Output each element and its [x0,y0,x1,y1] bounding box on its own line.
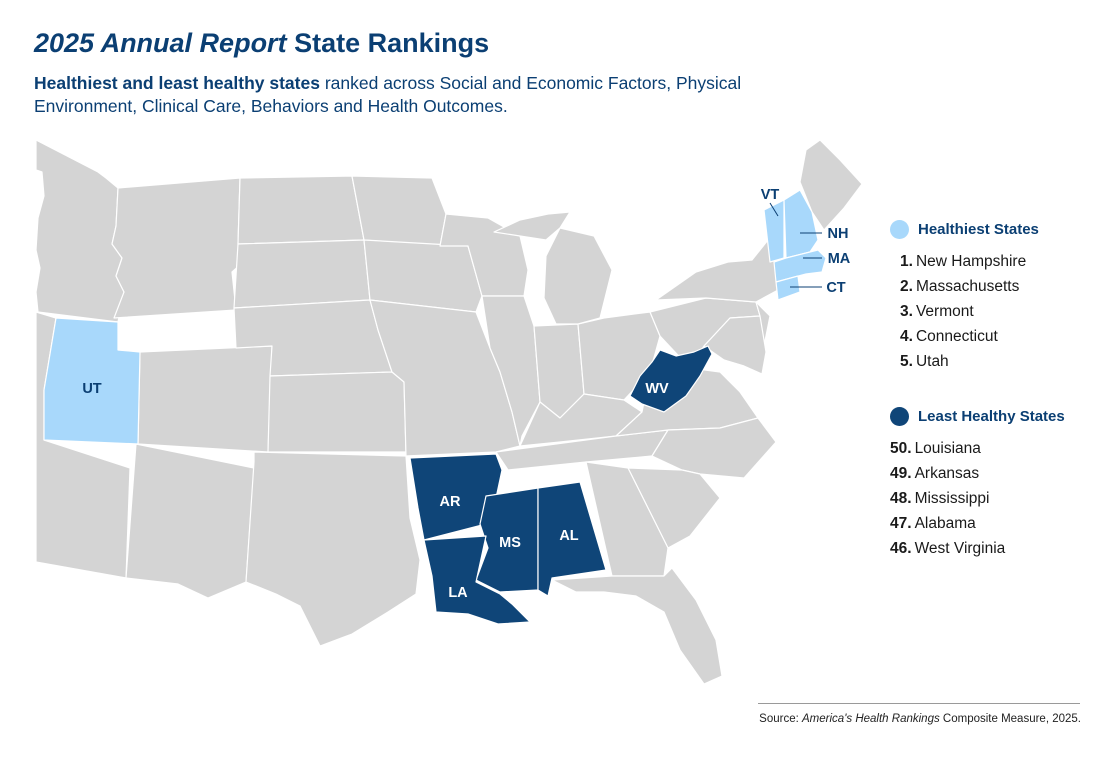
rank-number: 50. [890,440,912,457]
healthiest-list: 1. New Hampshire 2. Massachusetts 3. Vermon… [900,249,1039,374]
subtitle: Healthiest and least healthy states rank… [34,72,754,118]
state-shape [267,371,407,453]
source-divider [758,703,1080,704]
title-rest: State Rankings [294,28,490,58]
state-shape [703,315,767,375]
state-name: Utah [915,353,949,370]
legend-healthiest-heading: Healthiest States [890,220,1039,239]
legend-least-title: Least Healthy States [918,408,1065,425]
state-shape-vermont [763,199,785,263]
legend-healthiest-title: Healthiest States [918,221,1039,238]
label-ct: CT [826,280,845,296]
state-labels: VT NH MA CT UT WV AR MS AL LA [82,187,850,601]
label-ms: MS [499,535,521,551]
state-name: Mississippi [914,490,990,507]
least-healthy-swatch [890,407,909,426]
state-shape [481,295,541,447]
label-al: AL [559,528,578,544]
state-name: Massachusetts [915,278,1020,295]
source-note: Source: America's Health Rankings Compos… [759,713,1081,725]
list-item: 4. Connecticut [900,324,1039,349]
state-name: West Virginia [914,540,1006,557]
list-item: 46. West Virginia [890,536,1065,561]
list-item: 50. Louisiana [890,436,1065,461]
state-shape-connecticut [775,275,801,301]
page-title: 2025 Annual Report State Rankings [34,28,489,59]
source-prefix: Source: [759,713,799,725]
state-shape-west-virginia [629,345,713,413]
rank-number: 4. [900,328,913,345]
legend-least-heading: Least Healthy States [890,407,1065,426]
state-shape [543,227,613,325]
state-shape-alabama [537,481,607,597]
rank-number: 5. [900,353,913,370]
list-item: 49. Arkansas [890,461,1065,486]
state-shape [137,345,273,453]
state-name: Connecticut [915,328,998,345]
state-name: Louisiana [914,440,981,457]
state-name: New Hampshire [915,253,1027,270]
list-item: 48. Mississippi [890,486,1065,511]
state-shape [369,299,521,457]
state-shape [35,139,125,323]
rank-number: 1. [900,253,913,270]
state-shape [519,393,643,447]
state-shape [245,451,421,647]
state-shape [655,237,781,303]
label-nh: NH [828,226,849,242]
state-name: Vermont [915,303,974,320]
rank-number: 48. [890,490,912,507]
state-shape [585,461,669,577]
rank-number: 49. [890,465,912,482]
source-rest: Composite Measure, 2025. [942,713,1081,725]
label-ar: AR [440,494,461,510]
least-healthy-list: 50. Louisiana 49. Arkansas 48. Mississippi … [890,436,1065,561]
rank-number: 2. [900,278,913,295]
legend-healthiest: Healthiest States 1. New Hampshire 2. Mass… [890,220,1039,374]
leader-lines [769,202,822,288]
title-italic: 2025 Annual Report [34,28,287,58]
label-wv: WV [645,381,669,397]
subtitle-bold: Healthiest and least healthy states [34,73,320,93]
healthiest-swatch [890,220,909,239]
state-shape [351,175,447,247]
state-shape [125,443,255,599]
state-shape [493,211,571,241]
state-shape [237,175,365,245]
list-item: 3. Vermont [900,299,1039,324]
label-ma: MA [828,251,851,267]
state-shape [551,567,723,685]
label-ut: UT [82,381,101,397]
label-vt: VT [761,187,780,203]
list-item: 1. New Hampshire [900,249,1039,274]
state-shape [233,239,371,309]
label-la: LA [448,585,468,601]
state-shape [799,139,863,231]
least-healthy-states [409,345,713,625]
state-shape [439,213,529,297]
state-shape [111,177,249,319]
rank-number: 46. [890,540,912,557]
base-map [35,139,863,685]
state-shape-utah [43,317,141,445]
subtitle-rest: ranked across Social and Economic Factor… [34,73,742,116]
list-item: 5. Utah [900,349,1039,374]
state-shape-louisiana [423,535,531,625]
list-item: 47. Alabama [890,511,1065,536]
list-item: 2. Massachusetts [900,274,1039,299]
healthiest-states [43,189,827,445]
rank-number: 3. [900,303,913,320]
state-name: Alabama [914,515,976,532]
rank-number: 47. [890,515,912,532]
state-name: Arkansas [914,465,980,482]
legend-least-healthy: Least Healthy States 50. Louisiana 49. Ark… [890,407,1065,561]
source-italic: America's Health Rankings [802,713,940,725]
